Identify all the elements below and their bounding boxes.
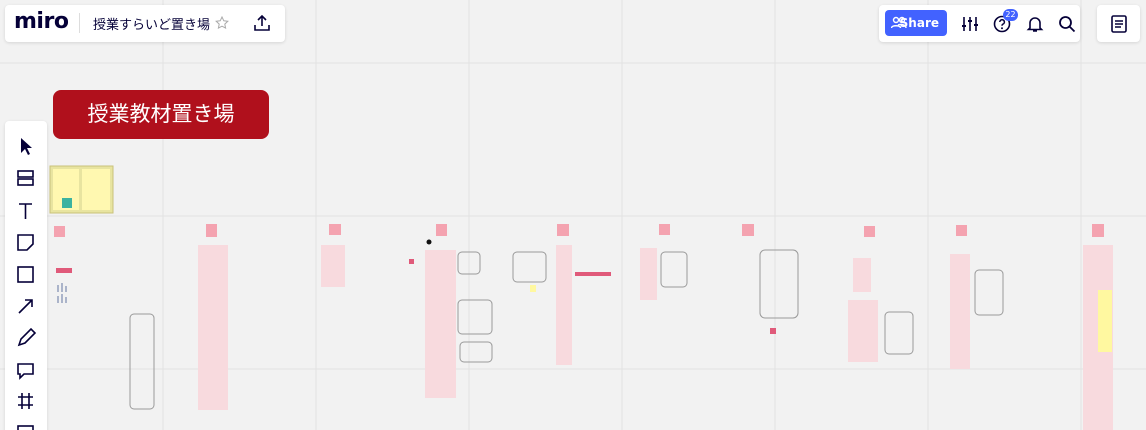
more-tool[interactable] — [17, 425, 34, 430]
board-item — [659, 224, 670, 235]
board-item — [54, 226, 65, 237]
slide-columns — [198, 245, 1113, 430]
notification-badge: 22 — [1003, 9, 1018, 21]
board-item — [950, 254, 970, 369]
sticky — [1098, 290, 1112, 352]
board-item — [891, 23, 907, 29]
board-item — [56, 268, 72, 273]
board-item — [409, 259, 414, 264]
left-toolbar — [5, 121, 47, 430]
comment-tool[interactable] — [17, 363, 34, 380]
board-item — [999, 18, 1006, 26]
board-item — [198, 245, 228, 410]
board-item — [575, 272, 611, 276]
board-item — [254, 14, 270, 31]
text-tool[interactable] — [19, 203, 32, 219]
board-item — [321, 245, 345, 287]
frames — [129, 249, 1004, 410]
board-item — [459, 341, 493, 363]
board-item — [1026, 17, 1044, 32]
board-item — [770, 328, 776, 334]
board-item — [848, 300, 878, 362]
banner: 授業教材置き場 — [53, 90, 269, 139]
top-left-toolbar — [5, 5, 285, 42]
board-item — [884, 311, 914, 355]
board-item — [436, 224, 447, 236]
board-item — [512, 251, 547, 283]
board-item — [742, 224, 754, 236]
select-tool[interactable] — [21, 138, 32, 155]
sticky-tool[interactable] — [17, 234, 34, 251]
export-icon[interactable] — [253, 14, 271, 32]
board-item — [1111, 15, 1127, 33]
board-item — [956, 225, 967, 236]
board-item — [892, 16, 900, 24]
board-item — [974, 269, 1004, 316]
star-icon[interactable] — [215, 16, 229, 30]
divider — [79, 13, 80, 33]
board-item — [660, 251, 688, 288]
settings-icon[interactable] — [961, 15, 979, 33]
board-item — [129, 313, 155, 410]
chart-icons — [57, 283, 67, 303]
board-item — [1115, 20, 1123, 28]
logo[interactable]: miro — [14, 9, 69, 34]
board-item — [1068, 25, 1076, 33]
share-icon — [891, 16, 907, 29]
help-icon[interactable] — [993, 15, 1011, 33]
board-item — [1059, 16, 1072, 29]
board-item — [206, 224, 217, 237]
bell-icon[interactable] — [1026, 15, 1044, 33]
pen-tool[interactable] — [17, 327, 37, 347]
shape-tool[interactable] — [17, 266, 34, 283]
board-item — [1092, 224, 1104, 237]
board-item — [640, 248, 657, 300]
tool-icons — [17, 138, 37, 430]
sticky — [530, 285, 536, 292]
board-item — [457, 251, 481, 275]
frame-tool[interactable] — [18, 393, 33, 409]
board-item — [993, 15, 1011, 33]
board-item — [17, 178, 34, 186]
board-item — [853, 258, 871, 292]
board-item — [17, 170, 37, 430]
sticky — [82, 169, 110, 210]
board-item — [215, 16, 229, 30]
search-icon[interactable] — [1058, 15, 1076, 33]
arrow-tool[interactable] — [18, 299, 33, 314]
board-item — [425, 250, 456, 398]
board-item — [898, 16, 906, 24]
board-item — [557, 224, 569, 236]
shape — [62, 198, 72, 208]
column-labels — [54, 224, 1104, 237]
board-item — [1001, 27, 1003, 30]
board-item — [759, 249, 799, 319]
template-tool[interactable] — [17, 170, 34, 178]
dot — [426, 239, 432, 245]
accents — [56, 259, 776, 334]
board-item — [556, 245, 572, 365]
board-item — [962, 20, 978, 27]
notes-icon[interactable] — [1111, 15, 1127, 33]
board-item — [457, 299, 493, 335]
board-item — [329, 224, 341, 235]
board-item — [864, 226, 875, 237]
board-title[interactable]: 授業すらいど置き場 — [93, 18, 211, 33]
